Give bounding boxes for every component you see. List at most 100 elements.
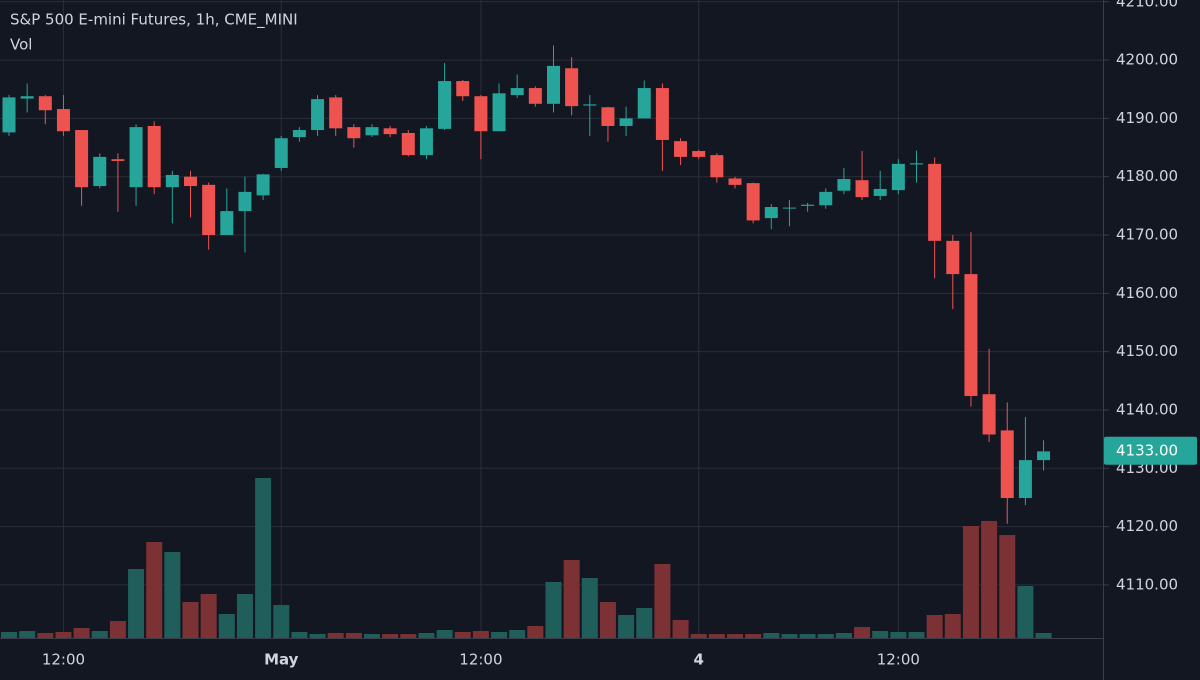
volume-bar [73, 628, 90, 638]
candle-body [910, 163, 923, 165]
candle-body [710, 155, 724, 178]
candle-body [492, 93, 506, 132]
volume-bar [727, 634, 743, 638]
y-tick-label: 4150.00 [1116, 342, 1178, 360]
candle-body [1018, 460, 1032, 499]
volume-bar [509, 630, 526, 638]
candle-body [619, 118, 633, 126]
y-tick-label: 4200.00 [1116, 51, 1178, 69]
volume-bar [1035, 633, 1052, 638]
volume-bar [418, 633, 435, 638]
volume-bar [345, 633, 362, 638]
volume-bar [599, 602, 616, 638]
y-tick-label: 4180.00 [1116, 167, 1178, 185]
candle-body [311, 99, 325, 131]
candle-body [56, 109, 70, 132]
volume-bar [654, 564, 671, 638]
y-tick-label: 4140.00 [1116, 400, 1178, 418]
volume-bar [563, 560, 580, 638]
candle-body [655, 88, 669, 140]
candle-body [202, 184, 216, 236]
candle-body [764, 207, 778, 219]
candle-body [111, 159, 125, 161]
x-tick-label: 12:00 [459, 651, 502, 669]
volume-bar [382, 634, 399, 638]
candle-body [93, 156, 107, 187]
candle-body [292, 130, 306, 138]
x-tick-label: 12:00 [877, 651, 920, 669]
candle-body [456, 81, 470, 97]
candle-body [165, 174, 179, 188]
volume-bar [472, 631, 489, 638]
candle-body [583, 104, 597, 106]
volume-bar [890, 632, 907, 638]
candle-body [365, 127, 379, 136]
volume-bar [944, 614, 961, 638]
volume-bar [436, 630, 453, 638]
candle-body [746, 183, 760, 221]
candle-body [474, 96, 488, 132]
candle-body [837, 179, 851, 191]
candle-body [674, 141, 688, 157]
volume-bar [236, 594, 253, 638]
volume-bar [672, 620, 689, 638]
candle-body [728, 178, 742, 185]
volume-bar [200, 594, 217, 638]
volume-bar [981, 521, 998, 638]
volume-bar [491, 632, 508, 638]
volume-bar [91, 631, 108, 638]
label-layer: 4110.004120.004130.004140.004150.004160.… [42, 0, 1197, 669]
x-tick-label: 4 [693, 651, 703, 669]
candle-body [38, 96, 52, 111]
last-price-label: 4133.00 [1116, 441, 1178, 459]
volume-bar [690, 634, 707, 638]
volume-bar [926, 615, 943, 638]
volume-bar [618, 615, 635, 638]
volume-bar [708, 634, 725, 638]
volume-bar [581, 578, 598, 638]
candle-body [1037, 451, 1051, 461]
y-tick-label: 4170.00 [1116, 226, 1178, 244]
candle-body [782, 207, 796, 209]
candle-body [20, 96, 34, 99]
y-tick-label: 4120.00 [1116, 517, 1178, 535]
y-tick-label: 4210.00 [1116, 0, 1178, 10]
candle-body [438, 81, 452, 129]
candle-body [547, 65, 560, 104]
volume-bar [854, 627, 871, 638]
volume-bar [962, 526, 979, 638]
candle-body [220, 211, 234, 236]
volume-bar [128, 569, 145, 638]
candle-body [184, 176, 197, 187]
volume-bar [636, 608, 653, 638]
volume-bar [999, 535, 1016, 638]
volume-bar [146, 542, 163, 638]
candle-body [1000, 430, 1014, 499]
volume-bar [763, 633, 780, 638]
volume-bar [273, 605, 290, 638]
volume-bar [400, 634, 417, 638]
x-tick-label: May [264, 651, 299, 669]
volume-bar [309, 634, 326, 638]
volume-bar [218, 614, 235, 638]
volume-bar [454, 632, 471, 638]
candle-body [383, 128, 397, 135]
candle-body [982, 394, 996, 435]
volume-label: Vol [10, 36, 32, 54]
volume-bar [527, 626, 544, 638]
candle-body [637, 88, 651, 119]
volume-bar [291, 632, 308, 638]
volume-bar [255, 478, 272, 638]
volume-bar [164, 552, 181, 638]
volume-layer [1, 478, 1052, 638]
volume-bar [872, 631, 889, 638]
candle-body [256, 174, 270, 196]
volume-bar [817, 634, 834, 638]
candle-body [528, 88, 542, 104]
candle-body [891, 163, 905, 191]
candle-body [873, 188, 887, 196]
candle-body [329, 97, 343, 129]
y-tick-label: 4110.00 [1116, 575, 1178, 593]
candle-body [928, 163, 942, 241]
x-tick-label: 12:00 [42, 651, 85, 669]
